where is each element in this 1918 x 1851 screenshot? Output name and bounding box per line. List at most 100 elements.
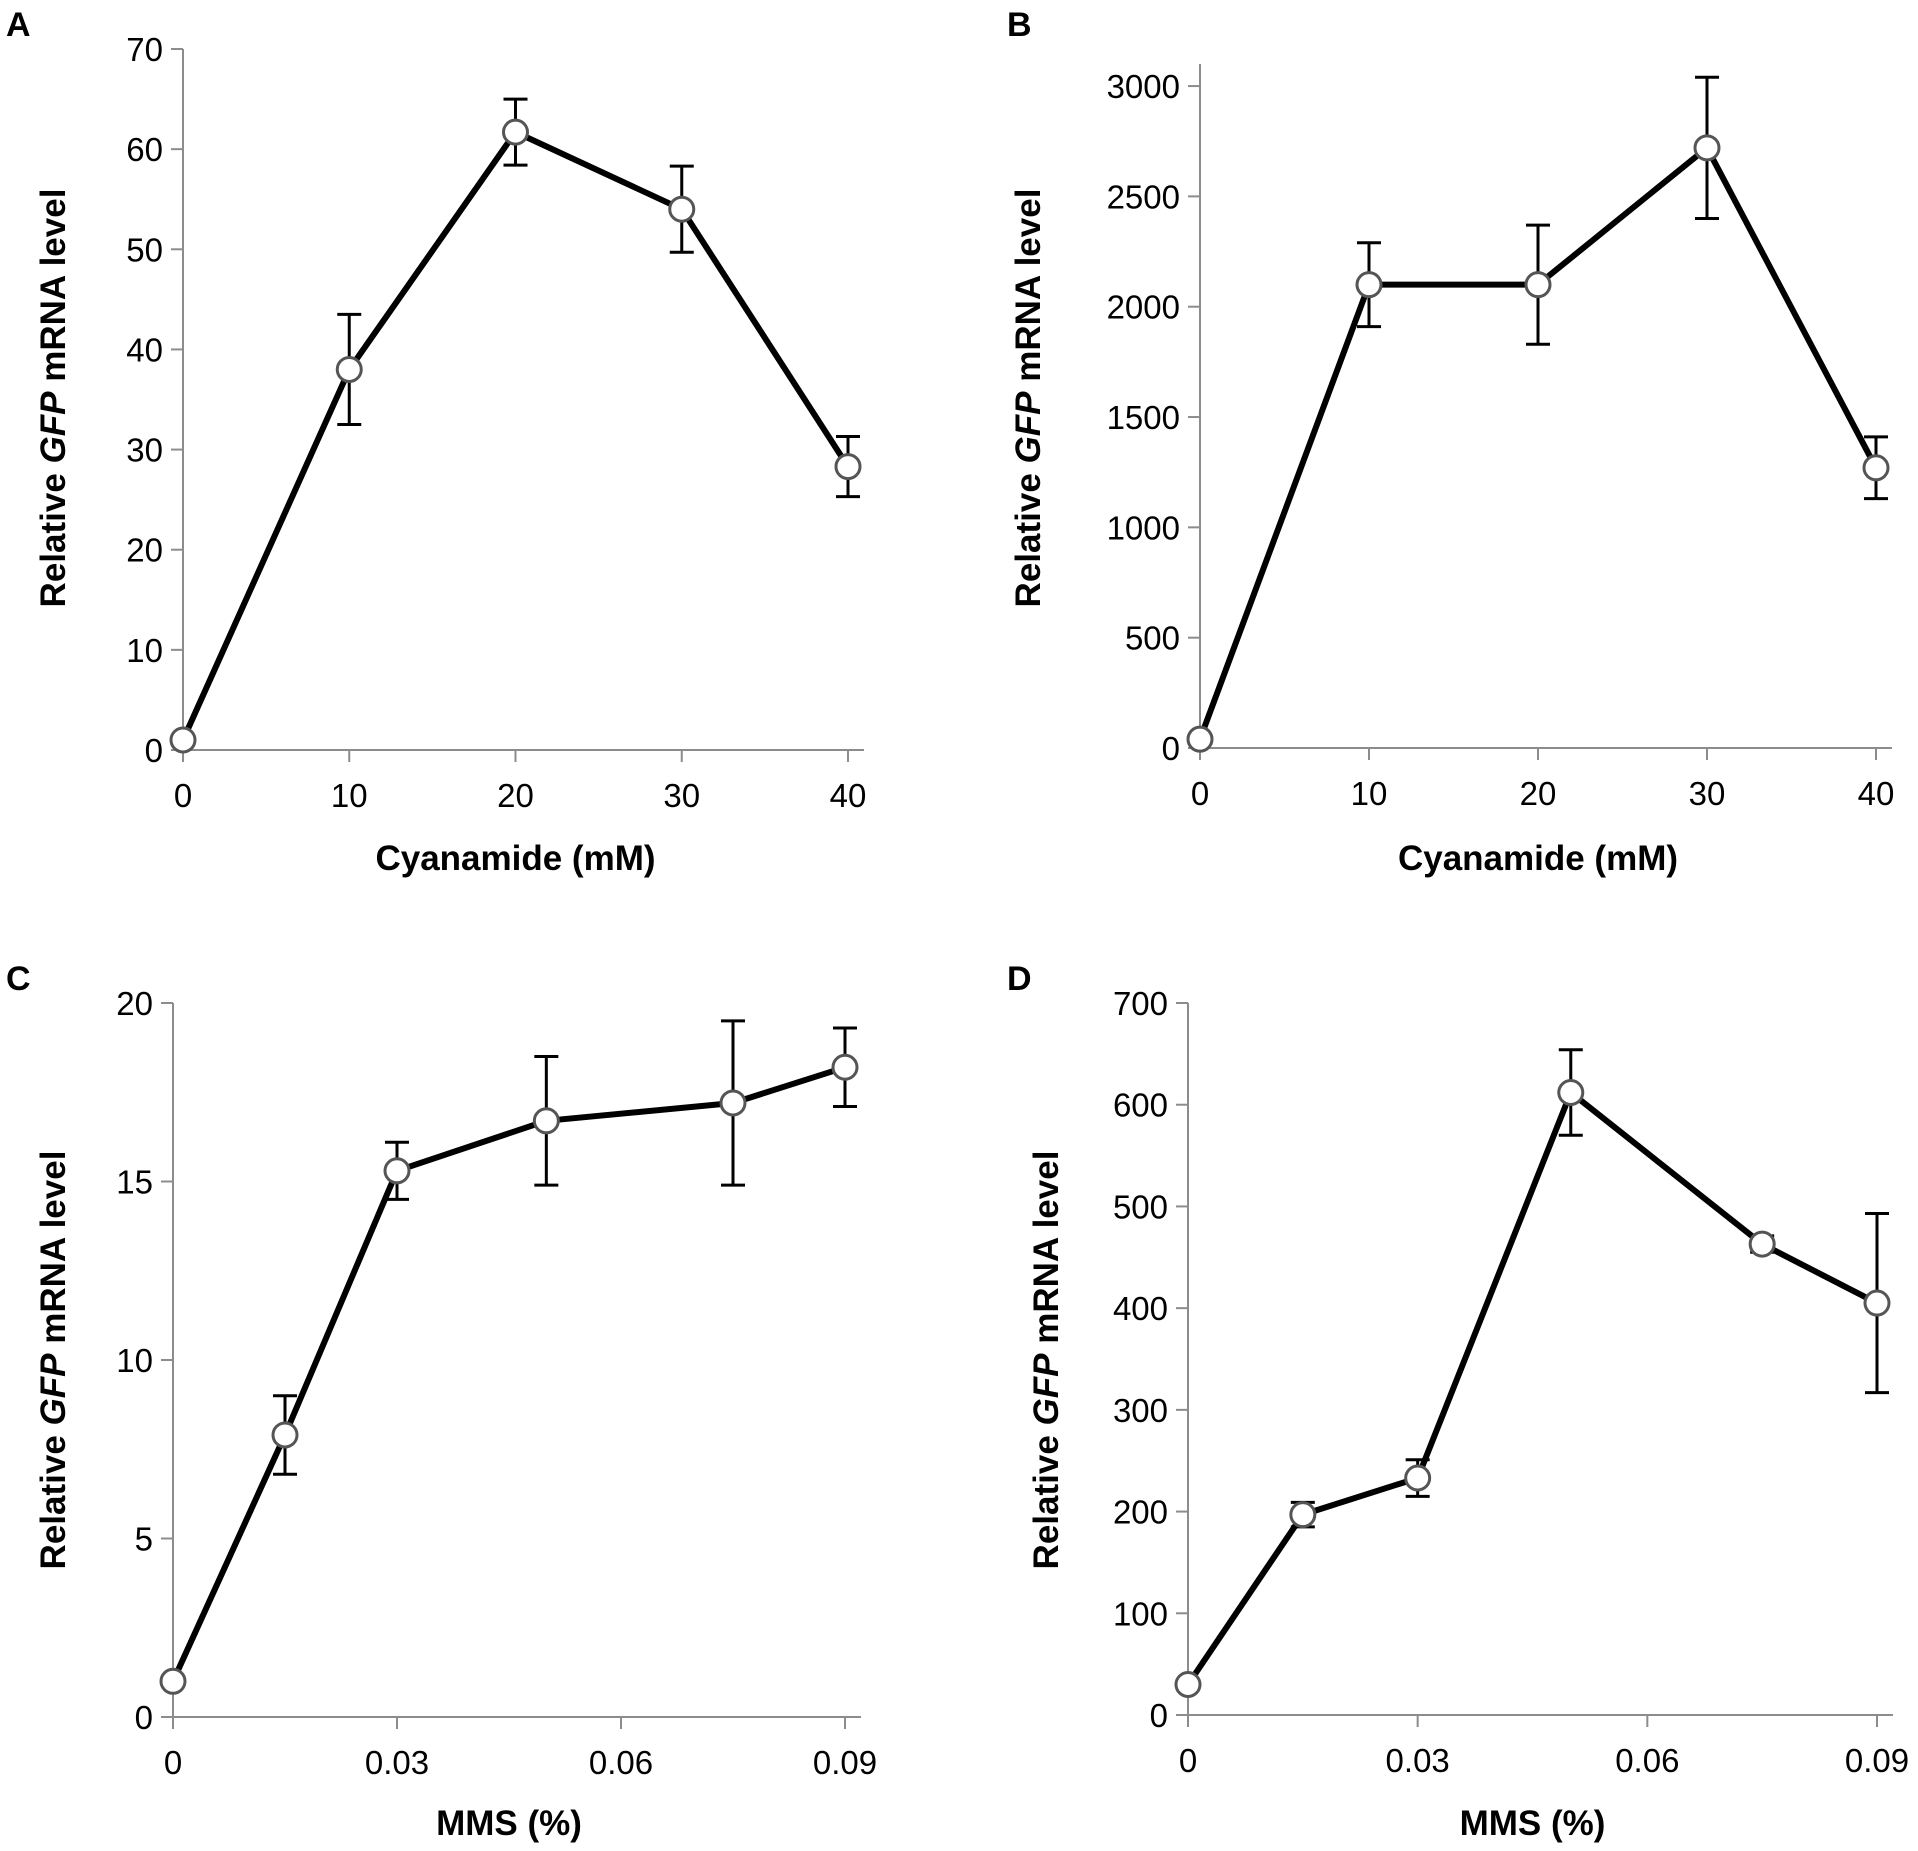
data-point bbox=[502, 118, 529, 146]
x-tick-label: 10 bbox=[1351, 775, 1388, 812]
y-tick-label: 20 bbox=[116, 985, 153, 1022]
series-line bbox=[170, 1064, 846, 1683]
x-tick-label: 0.03 bbox=[365, 1744, 429, 1781]
y-tick-label: 15 bbox=[116, 1164, 153, 1201]
y-tick-label: 700 bbox=[1113, 985, 1168, 1022]
x-tick-label: 20 bbox=[1520, 775, 1557, 812]
panel-letter: C bbox=[6, 960, 31, 998]
y-tick-label: 1000 bbox=[1107, 509, 1180, 546]
x-axis-title: Cyanamide (mM) bbox=[1398, 839, 1678, 878]
x-axis-title: Cyanamide (mM) bbox=[375, 839, 655, 878]
data-point bbox=[719, 1089, 747, 1117]
y-tick-label: 400 bbox=[1113, 1290, 1168, 1327]
y-tick-label: 100 bbox=[1113, 1595, 1168, 1632]
y-tick-label: 60 bbox=[126, 131, 163, 168]
data-point bbox=[383, 1157, 411, 1185]
x-tick-label: 10 bbox=[331, 777, 368, 814]
y-tick-label: 0 bbox=[145, 732, 163, 769]
data-point bbox=[1863, 1289, 1891, 1317]
series-line bbox=[180, 129, 851, 742]
data-point bbox=[271, 1421, 299, 1449]
x-axis-title: MMS (%) bbox=[436, 1804, 582, 1843]
data-point bbox=[1174, 1670, 1202, 1698]
data-point bbox=[169, 726, 197, 754]
panel-letter: B bbox=[1007, 6, 1032, 44]
x-tick-label: 0 bbox=[164, 1744, 182, 1781]
data-point bbox=[532, 1107, 560, 1135]
x-tick-label: 0.09 bbox=[1845, 1742, 1909, 1779]
y-tick-label: 0 bbox=[135, 1699, 153, 1736]
series-line bbox=[1185, 1089, 1879, 1687]
y-tick-label: 0 bbox=[1150, 1697, 1168, 1734]
y-axis-title: Relative GFP mRNA level bbox=[34, 1151, 73, 1570]
x-tick-label: 0.09 bbox=[813, 1744, 877, 1781]
y-tick-label: 200 bbox=[1113, 1494, 1168, 1531]
y-axis-title: Relative GFP mRNA level bbox=[1027, 1151, 1066, 1570]
y-axis-title-part: Relative bbox=[1027, 1425, 1066, 1569]
data-point bbox=[1524, 271, 1552, 299]
y-tick-label: 30 bbox=[126, 432, 163, 469]
y-axis-title-gene: GFP bbox=[1009, 391, 1048, 464]
y-axis-title-part: mRNA level bbox=[34, 1151, 73, 1354]
x-tick-label: 0.03 bbox=[1386, 1742, 1450, 1779]
y-tick-label: 600 bbox=[1113, 1087, 1168, 1124]
chart-panel-b: B 0 500 1000 1500 2000 2500 3000 0 10 20 30 40 Cyanam… bbox=[1007, 6, 1894, 878]
data-point bbox=[834, 453, 862, 481]
y-axis-title-part: mRNA level bbox=[1009, 189, 1048, 392]
data-point bbox=[668, 195, 696, 223]
panel-letter: D bbox=[1007, 960, 1032, 998]
data-point bbox=[1186, 725, 1214, 753]
x-tick-label: 30 bbox=[1689, 775, 1726, 812]
y-axis-title-gene: GFP bbox=[34, 391, 73, 464]
y-axis-title-part: Relative bbox=[1009, 463, 1048, 607]
y-axis-title-gene: GFP bbox=[34, 1353, 73, 1426]
data-point bbox=[1557, 1079, 1585, 1107]
data-point bbox=[831, 1053, 859, 1081]
data-point bbox=[1748, 1230, 1776, 1258]
x-tick-label: 40 bbox=[1858, 775, 1895, 812]
chart-panel-d: D 0 100 200 300 400 500 600 700 0 0.03 0.06 0.09 MMS … bbox=[1007, 960, 1909, 1843]
data-point bbox=[1289, 1501, 1317, 1529]
x-tick-label: 40 bbox=[830, 777, 867, 814]
y-axis-title: Relative GFP mRNA level bbox=[1009, 189, 1048, 608]
x-tick-label: 20 bbox=[497, 777, 534, 814]
y-tick-label: 0 bbox=[1162, 730, 1180, 767]
y-tick-label: 3000 bbox=[1107, 68, 1180, 105]
y-tick-label: 50 bbox=[126, 231, 163, 268]
x-axis-title: MMS (%) bbox=[1460, 1804, 1606, 1843]
x-tick-label: 0 bbox=[1179, 1742, 1197, 1779]
x-tick-label: 0.06 bbox=[1615, 1742, 1679, 1779]
y-axis-title: Relative GFP mRNA level bbox=[34, 189, 73, 608]
data-point bbox=[1862, 454, 1890, 482]
y-tick-label: 20 bbox=[126, 532, 163, 569]
x-tick-label: 30 bbox=[663, 777, 700, 814]
y-axis-title-part: mRNA level bbox=[34, 189, 73, 392]
data-point bbox=[1404, 1464, 1432, 1492]
x-tick-label: 0 bbox=[1191, 775, 1209, 812]
y-tick-label: 300 bbox=[1113, 1392, 1168, 1429]
y-tick-label: 500 bbox=[1113, 1188, 1168, 1225]
y-axis-title-part: Relative bbox=[34, 1425, 73, 1569]
y-tick-label: 5 bbox=[135, 1521, 153, 1558]
data-point bbox=[1355, 271, 1383, 299]
y-tick-label: 10 bbox=[116, 1342, 153, 1379]
y-axis-title-part: mRNA level bbox=[1027, 1151, 1066, 1354]
x-tick-label: 0 bbox=[174, 777, 192, 814]
y-axis-title-gene: GFP bbox=[1027, 1353, 1066, 1426]
x-tick-label: 0.06 bbox=[589, 1744, 653, 1781]
y-tick-label: 2500 bbox=[1107, 178, 1180, 215]
data-point bbox=[1693, 134, 1721, 162]
y-tick-label: 70 bbox=[126, 31, 163, 68]
y-tick-label: 40 bbox=[126, 331, 163, 368]
y-tick-label: 1500 bbox=[1107, 399, 1180, 436]
panel-letter: A bbox=[6, 6, 31, 44]
chart-panel-c: C 0 5 10 15 20 0 0.03 0.06 0.09 MMS (%) Relative GF… bbox=[6, 960, 877, 1843]
data-point bbox=[335, 355, 363, 383]
y-tick-label: 2000 bbox=[1107, 289, 1180, 326]
data-point bbox=[159, 1667, 187, 1695]
y-tick-label: 500 bbox=[1125, 620, 1180, 657]
y-axis-title-part: Relative bbox=[34, 463, 73, 607]
chart-panel-a: A 0 10 20 30 40 50 60 70 0 10 20 30 40 Cyanamide (mM) R… bbox=[6, 6, 866, 878]
y-tick-label: 10 bbox=[126, 632, 163, 669]
